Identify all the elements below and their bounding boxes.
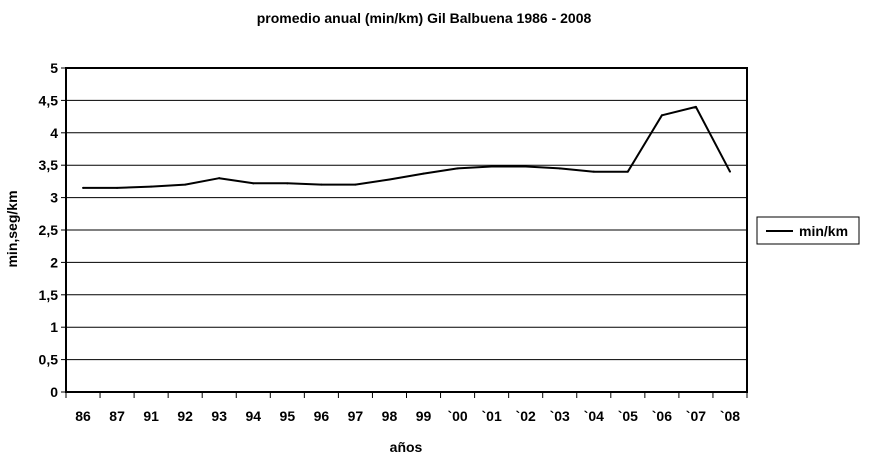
data-point (524, 165, 527, 168)
x-tick-label: `08 (720, 408, 740, 424)
data-point (660, 114, 663, 117)
x-tick-label: 95 (280, 408, 296, 424)
data-point (354, 183, 357, 186)
y-tick-label: 2 (50, 254, 58, 270)
data-point (490, 165, 493, 168)
y-tick-label: 4,5 (39, 92, 59, 108)
data-point (558, 167, 561, 170)
data-point (694, 105, 697, 108)
legend: min/km (756, 216, 860, 245)
series-layer (82, 105, 731, 189)
x-tick-label: `05 (618, 408, 638, 424)
legend-label-min-km: min/km (799, 223, 848, 239)
y-tick-label: 4 (50, 125, 58, 141)
data-point (456, 167, 459, 170)
x-tick-label: 86 (75, 408, 91, 424)
x-tick-label: 99 (416, 408, 432, 424)
data-point (116, 186, 119, 189)
gridlines (66, 99, 747, 361)
x-tick-label: `07 (686, 408, 706, 424)
x-tick-label: 97 (348, 408, 364, 424)
y-tick-label: 3,5 (39, 157, 59, 173)
y-axis-ticks: 0 0,5 1 1,5 2 2,5 3 3,5 4 4,5 5 (39, 60, 66, 400)
y-tick-label: 1 (50, 319, 58, 335)
x-tick-label: `03 (550, 408, 570, 424)
y-tick-label: 1,5 (39, 287, 59, 303)
x-tick-label: 87 (109, 408, 125, 424)
y-tick-label: 0 (50, 384, 58, 400)
y-axis-label: min,seg/km (4, 190, 20, 267)
data-point (728, 170, 731, 173)
data-point (150, 185, 153, 188)
y-tick-label: 2,5 (39, 222, 59, 238)
data-point (320, 183, 323, 186)
data-point (626, 170, 629, 173)
x-tick-label: 94 (245, 408, 261, 424)
x-axis-label: años (390, 439, 423, 455)
y-tick-label: 5 (50, 60, 58, 76)
data-point (218, 177, 221, 180)
chart-title: promedio anual (min/km) Gil Balbuena 198… (257, 10, 592, 26)
x-tick-label: `01 (482, 408, 502, 424)
data-point (422, 172, 425, 175)
data-point (252, 182, 255, 185)
y-tick-label: 0,5 (39, 352, 59, 368)
x-tick-label: `04 (584, 408, 604, 424)
y-tick-label: 3 (50, 190, 58, 206)
x-axis-ticks: 86 87 91 92 93 94 95 96 97 98 99 `00 `01 `02 `03 `04 `05… (65, 392, 748, 424)
x-tick-label: `06 (652, 408, 672, 424)
x-tick-label: 98 (382, 408, 398, 424)
data-point (184, 183, 187, 186)
series-line-0 (83, 105, 731, 189)
x-tick-label: 92 (177, 408, 193, 424)
x-tick-label: `00 (447, 408, 467, 424)
data-point (592, 170, 595, 173)
data-point (388, 178, 391, 181)
data-point (82, 186, 85, 189)
x-tick-label: 93 (211, 408, 227, 424)
x-tick-label: `02 (516, 408, 536, 424)
data-point (286, 182, 289, 185)
x-tick-label: 91 (143, 408, 159, 424)
x-tick-label: 96 (314, 408, 330, 424)
